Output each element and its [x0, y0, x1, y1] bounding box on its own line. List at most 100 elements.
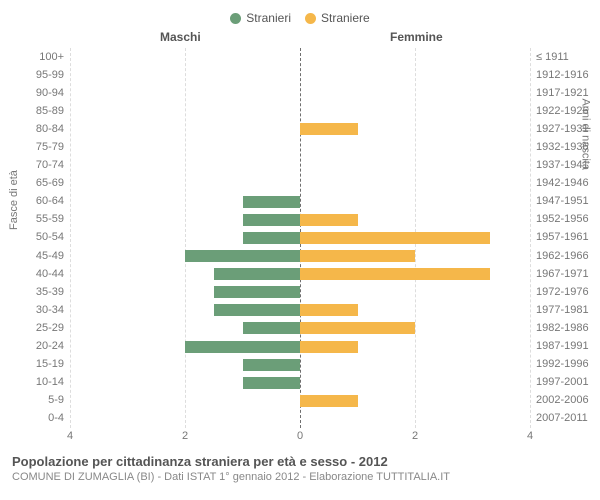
x-tick: 0	[297, 430, 303, 442]
female-half	[300, 84, 530, 102]
age-row: 5-92002-2006	[70, 392, 530, 410]
age-label: 55-59	[0, 214, 64, 225]
gridline	[530, 48, 531, 428]
x-tick: 4	[527, 430, 533, 442]
year-label: 1992-1996	[536, 359, 600, 370]
age-row: 40-441967-1971	[70, 265, 530, 283]
female-half	[300, 338, 530, 356]
year-label: 1962-1966	[536, 251, 600, 262]
legend-item-female: Straniere	[305, 11, 370, 25]
female-half	[300, 356, 530, 374]
age-row: 55-591952-1956	[70, 211, 530, 229]
female-half	[300, 175, 530, 193]
legend-swatch-male	[230, 13, 241, 24]
year-label: 1982-1986	[536, 323, 600, 334]
female-half	[300, 319, 530, 337]
age-row: 85-891922-1926	[70, 102, 530, 120]
legend-label-male: Stranieri	[246, 11, 291, 25]
chart-subtitle: COMUNE DI ZUMAGLIA (BI) - Dati ISTAT 1° …	[12, 471, 588, 483]
female-half	[300, 283, 530, 301]
female-half	[300, 265, 530, 283]
male-half	[70, 66, 300, 84]
female-bar	[300, 322, 415, 334]
age-row: 15-191992-1996	[70, 356, 530, 374]
male-half	[70, 265, 300, 283]
male-half	[70, 157, 300, 175]
male-half	[70, 374, 300, 392]
year-label: 1952-1956	[536, 214, 600, 225]
plot-area: 100+≤ 191195-991912-191690-941917-192185…	[70, 48, 530, 428]
age-row: 70-741937-1941	[70, 157, 530, 175]
female-bar	[300, 341, 358, 353]
female-half	[300, 48, 530, 66]
male-bar	[185, 250, 300, 262]
header-male: Maschi	[160, 30, 201, 44]
male-half	[70, 48, 300, 66]
age-row: 100+≤ 1911	[70, 48, 530, 66]
pyramid-chart: Stranieri Straniere Maschi Femmine Fasce…	[0, 0, 600, 500]
age-label: 70-74	[0, 160, 64, 171]
age-row: 75-791932-1936	[70, 138, 530, 156]
year-label: 1912-1916	[536, 70, 600, 81]
male-bar	[214, 286, 300, 298]
x-tick: 4	[67, 430, 73, 442]
year-label: 1932-1936	[536, 142, 600, 153]
male-bar	[243, 322, 301, 334]
male-bar	[214, 268, 300, 280]
x-axis: 4 2 0 2 4	[70, 428, 530, 448]
female-bar	[300, 250, 415, 262]
male-half	[70, 120, 300, 138]
age-label: 95-99	[0, 70, 64, 81]
male-bar	[243, 359, 301, 371]
male-half	[70, 247, 300, 265]
year-label: 1967-1971	[536, 269, 600, 280]
male-half	[70, 283, 300, 301]
female-half	[300, 102, 530, 120]
chart-footer: Popolazione per cittadinanza straniera p…	[0, 448, 600, 483]
year-label: 1947-1951	[536, 196, 600, 207]
male-half	[70, 138, 300, 156]
year-label: 1942-1946	[536, 178, 600, 189]
chart-title: Popolazione per cittadinanza straniera p…	[12, 454, 588, 469]
x-tick: 2	[412, 430, 418, 442]
female-half	[300, 138, 530, 156]
age-label: 75-79	[0, 142, 64, 153]
male-half	[70, 84, 300, 102]
female-half	[300, 66, 530, 84]
age-row: 60-641947-1951	[70, 193, 530, 211]
year-label: 1927-1931	[536, 124, 600, 135]
male-half	[70, 175, 300, 193]
year-label: 2007-2011	[536, 413, 600, 424]
male-half	[70, 193, 300, 211]
female-bar	[300, 214, 358, 226]
age-label: 45-49	[0, 251, 64, 262]
age-row: 0-42007-2011	[70, 410, 530, 428]
year-label: ≤ 1911	[536, 52, 600, 63]
age-row: 95-991912-1916	[70, 66, 530, 84]
male-bar	[214, 304, 300, 316]
age-label: 65-69	[0, 178, 64, 189]
age-label: 90-94	[0, 88, 64, 99]
male-half	[70, 211, 300, 229]
year-label: 1997-2001	[536, 377, 600, 388]
male-bar	[243, 214, 301, 226]
male-half	[70, 356, 300, 374]
year-label: 1977-1981	[536, 305, 600, 316]
male-half	[70, 392, 300, 410]
age-label: 5-9	[0, 395, 64, 406]
legend-label-female: Straniere	[321, 11, 370, 25]
male-bar	[243, 196, 301, 208]
female-bar	[300, 232, 490, 244]
age-row: 25-291982-1986	[70, 319, 530, 337]
x-tick: 2	[182, 430, 188, 442]
age-label: 60-64	[0, 196, 64, 207]
legend: Stranieri Straniere	[0, 0, 600, 30]
age-row: 20-241987-1991	[70, 338, 530, 356]
year-label: 1937-1941	[536, 160, 600, 171]
male-half	[70, 319, 300, 337]
female-half	[300, 374, 530, 392]
year-label: 1972-1976	[536, 287, 600, 298]
age-label: 15-19	[0, 359, 64, 370]
legend-swatch-female	[305, 13, 316, 24]
female-half	[300, 392, 530, 410]
